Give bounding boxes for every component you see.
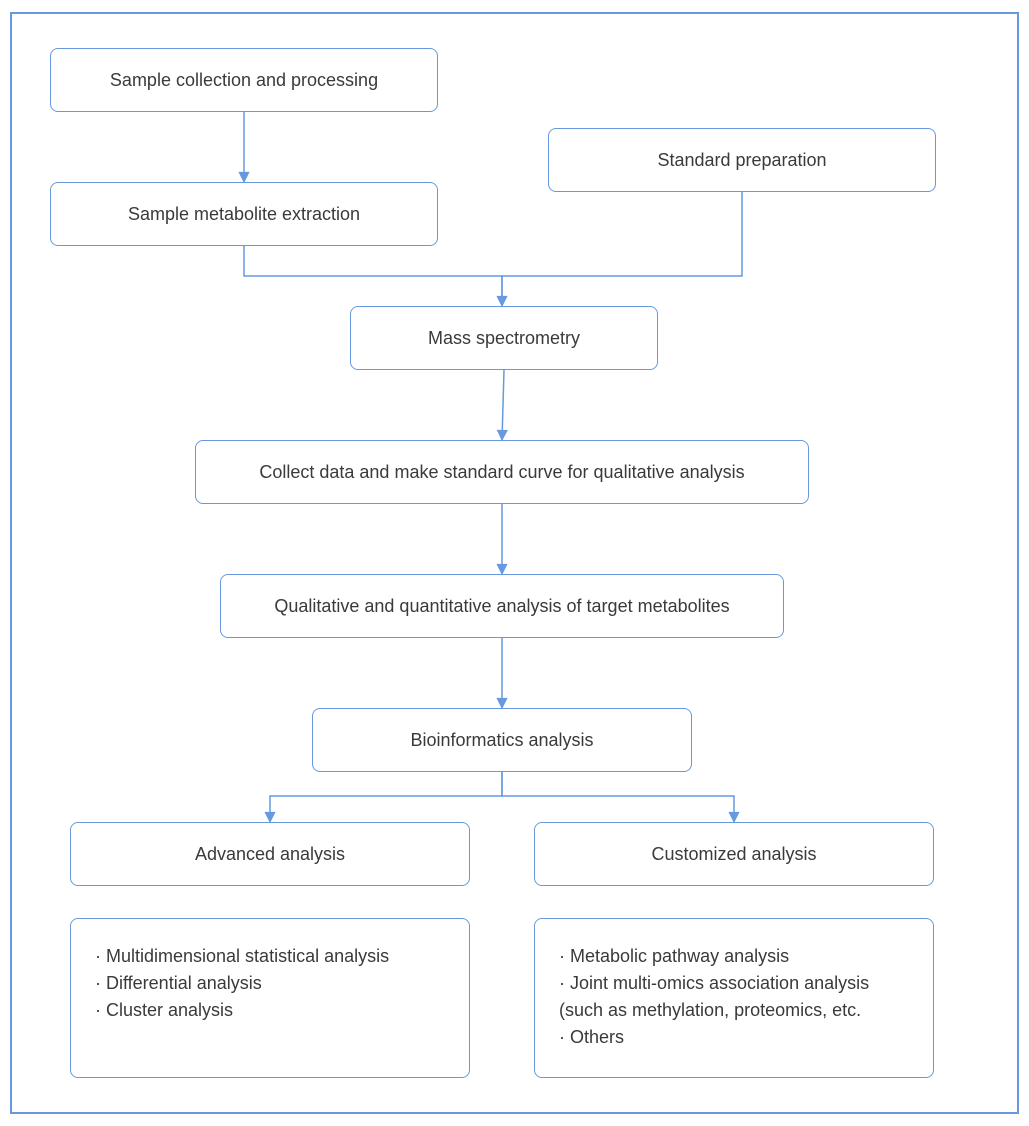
- diagram-canvas: Sample collection and processing Standard…: [0, 0, 1029, 1126]
- node-label: Qualitative and quantitative analysis of…: [274, 596, 729, 617]
- node-label: Standard preparation: [657, 150, 826, 171]
- node-list-line: (such as methylation, proteomics, etc.: [559, 1000, 861, 1021]
- node-n2: Standard preparation: [548, 128, 936, 192]
- node-n8: Advanced analysis: [70, 822, 470, 886]
- node-label: Advanced analysis: [195, 844, 345, 865]
- node-n4: Mass spectrometry: [350, 306, 658, 370]
- node-list-line: · Cluster analysis: [95, 1000, 233, 1021]
- node-label: Collect data and make standard curve for…: [259, 462, 744, 483]
- node-label: Bioinformatics analysis: [410, 730, 593, 751]
- node-label: Sample collection and processing: [110, 70, 378, 91]
- node-list-line: · Others: [559, 1027, 624, 1048]
- node-list-line: · Differential analysis: [95, 973, 262, 994]
- node-n1: Sample collection and processing: [50, 48, 438, 112]
- node-n10: · Multidimensional statistical analysis ·…: [70, 918, 470, 1078]
- node-n9: Customized analysis: [534, 822, 934, 886]
- node-n7: Bioinformatics analysis: [312, 708, 692, 772]
- node-list-line: · Metabolic pathway analysis: [559, 946, 789, 967]
- node-n6: Qualitative and quantitative analysis of…: [220, 574, 784, 638]
- node-n11: · Metabolic pathway analysis · Joint mult…: [534, 918, 934, 1078]
- node-label: Sample metabolite extraction: [128, 204, 360, 225]
- node-list-line: · Multidimensional statistical analysis: [95, 946, 389, 967]
- node-label: Customized analysis: [651, 844, 816, 865]
- node-label: Mass spectrometry: [428, 328, 580, 349]
- node-n5: Collect data and make standard curve for…: [195, 440, 809, 504]
- node-n3: Sample metabolite extraction: [50, 182, 438, 246]
- node-list-line: · Joint multi-omics association analysis: [559, 973, 869, 994]
